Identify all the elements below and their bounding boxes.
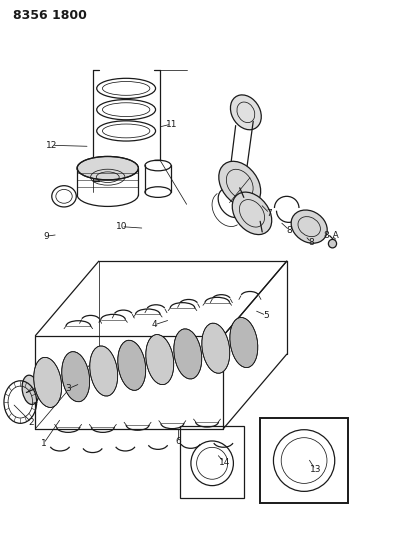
Ellipse shape — [231, 192, 271, 235]
Text: 5: 5 — [263, 311, 269, 320]
Ellipse shape — [117, 340, 145, 390]
Text: 6: 6 — [175, 438, 181, 447]
Bar — [180, 426, 243, 498]
Text: 9: 9 — [43, 232, 49, 241]
Text: 10: 10 — [115, 222, 127, 231]
Text: 8: 8 — [286, 226, 292, 235]
Ellipse shape — [22, 375, 39, 405]
Ellipse shape — [290, 210, 326, 243]
Text: 11: 11 — [165, 119, 177, 128]
Text: 2: 2 — [29, 418, 34, 427]
Text: 8: 8 — [308, 238, 313, 247]
Text: 8356 1800: 8356 1800 — [13, 9, 87, 22]
Text: 12: 12 — [46, 141, 57, 150]
Text: 14: 14 — [218, 458, 229, 466]
Ellipse shape — [62, 352, 90, 402]
Ellipse shape — [90, 346, 117, 396]
Bar — [260, 418, 347, 503]
Ellipse shape — [173, 329, 201, 379]
Ellipse shape — [230, 95, 261, 130]
Ellipse shape — [34, 357, 61, 407]
Ellipse shape — [201, 323, 229, 373]
Text: 7: 7 — [266, 209, 272, 218]
Text: 13: 13 — [309, 465, 320, 474]
Ellipse shape — [146, 335, 173, 385]
Ellipse shape — [218, 161, 260, 207]
Ellipse shape — [77, 157, 138, 180]
Text: 1: 1 — [40, 439, 46, 448]
Text: 8 A: 8 A — [324, 231, 338, 240]
Text: 4: 4 — [151, 320, 156, 329]
Ellipse shape — [328, 239, 336, 248]
Ellipse shape — [229, 318, 257, 368]
Text: 3: 3 — [65, 384, 71, 393]
